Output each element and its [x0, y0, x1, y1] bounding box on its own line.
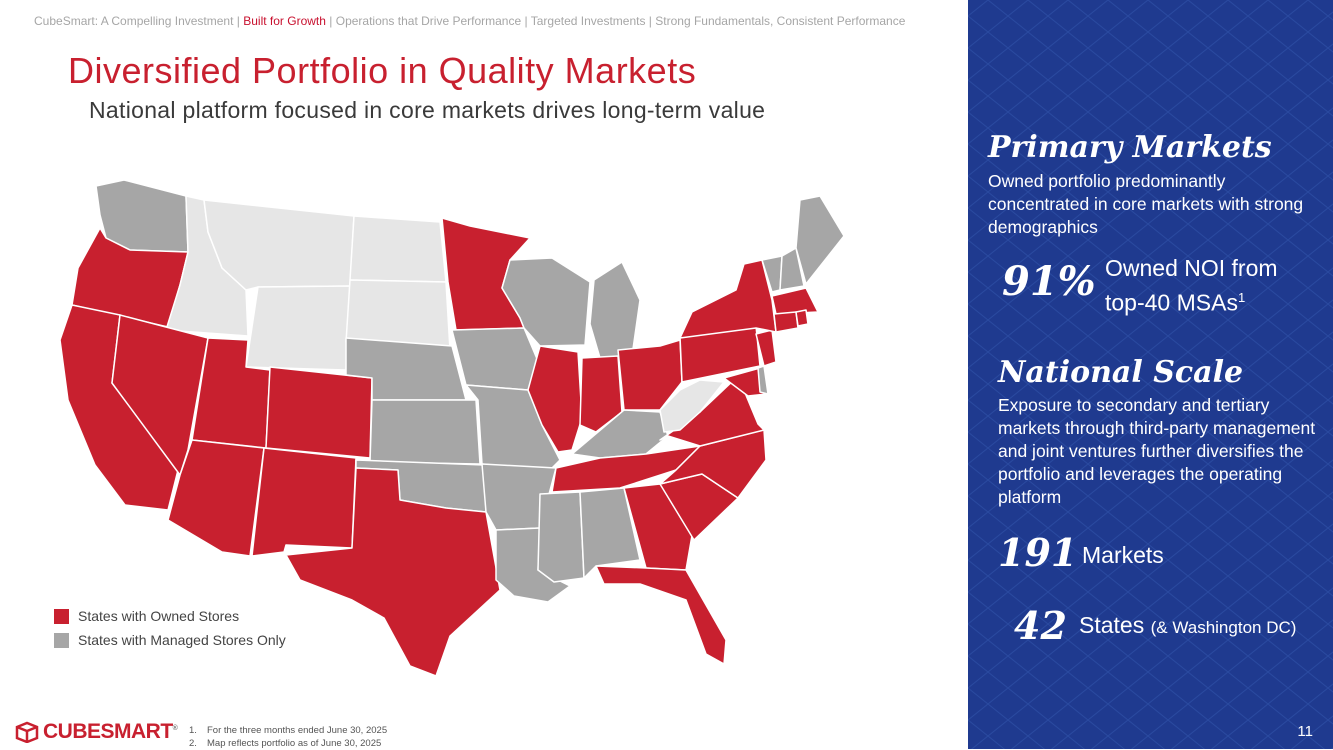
state-al: [579, 487, 641, 579]
state-ks: [369, 399, 481, 465]
primary-markets-desc: Owned portfolio predominantly concentrat…: [988, 171, 1304, 237]
breadcrumb-separator: |: [645, 14, 656, 28]
legend-label-managed: States with Managed Stores Only: [78, 632, 286, 648]
state-ri: [795, 309, 809, 327]
state-il: [527, 345, 583, 453]
panel-background-pattern: [968, 0, 1333, 749]
state-wy: [245, 285, 351, 371]
state-mi: [589, 261, 641, 359]
breadcrumb-item[interactable]: Strong Fundamentals, Consistent Performa…: [655, 14, 906, 28]
breadcrumb-separator: |: [521, 14, 531, 28]
cubesmart-logo: CUBESMART®: [14, 720, 178, 744]
stat-markets-value: 191: [998, 530, 1078, 575]
footnotes: 1. For the three months ended June 30, 20…: [189, 724, 387, 750]
state-ct: [773, 311, 799, 333]
state-ny: [679, 259, 777, 339]
breadcrumb-item[interactable]: Operations that Drive Performance: [335, 14, 522, 28]
page-subtitle: National platform focused in core market…: [89, 97, 766, 123]
state-nd: [349, 215, 447, 283]
state-de: [757, 365, 769, 395]
breadcrumb-item-active[interactable]: Built for Growth: [243, 14, 326, 28]
national-scale-desc: Exposure to secondary and tertiary marke…: [998, 395, 1316, 507]
state-tx: [285, 467, 501, 677]
breadcrumb-separator: |: [325, 14, 336, 28]
map-legend: States with Owned Stores States with Man…: [54, 604, 286, 652]
state-nm: [251, 447, 357, 557]
us-map: [59, 179, 845, 677]
stat-noi-label: Owned NOI from top-40 MSAs1: [1105, 255, 1278, 316]
legend-swatch-managed: [54, 632, 69, 648]
page-title: Diversified Portfolio in Quality Markets: [68, 50, 697, 91]
breadcrumb-item[interactable]: CubeSmart: A Compelling Investment: [34, 14, 234, 28]
stat-noi-value: 91%: [1002, 258, 1096, 305]
state-co: [265, 366, 373, 459]
cube-logo-icon: [15, 721, 39, 743]
state-me: [795, 195, 845, 285]
legend-item-managed: States with Managed Stores Only: [54, 628, 286, 652]
stat-states-label: States (& Washington DC): [1079, 612, 1297, 638]
state-ms: [537, 491, 585, 583]
state-wv: [659, 379, 725, 433]
state-fl: [595, 565, 727, 665]
legend-item-owned: States with Owned Stores: [54, 604, 286, 628]
breadcrumb-separator: |: [233, 14, 244, 28]
national-scale-title: National Scale: [998, 355, 1244, 390]
state-ia: [451, 327, 541, 391]
footnote-2: 2. Map reflects portfolio as of June 30, …: [189, 738, 382, 749]
legend-label-owned: States with Owned Stores: [78, 608, 240, 624]
page-number: 11: [1297, 723, 1313, 740]
stat-markets-label: Markets: [1082, 542, 1164, 568]
logo-wordmark: CUBESMART®: [43, 720, 178, 743]
footnote-1: 1. For the three months ended June 30, 20…: [189, 725, 388, 736]
state-va: [659, 375, 765, 447]
state-nj: [755, 329, 777, 367]
primary-markets-title: Primary Markets: [988, 130, 1272, 165]
legend-swatch-owned: [54, 608, 69, 624]
state-ma: [771, 287, 819, 315]
breadcrumb: CubeSmart: A Compelling Investment | Bui…: [34, 14, 905, 28]
breadcrumb-item[interactable]: Targeted Investments: [530, 14, 646, 28]
key-stats-panel: Primary Markets Owned portfolio predomin…: [968, 0, 1333, 749]
state-nh: [779, 247, 805, 291]
stat-states-value: 42: [1014, 603, 1067, 648]
